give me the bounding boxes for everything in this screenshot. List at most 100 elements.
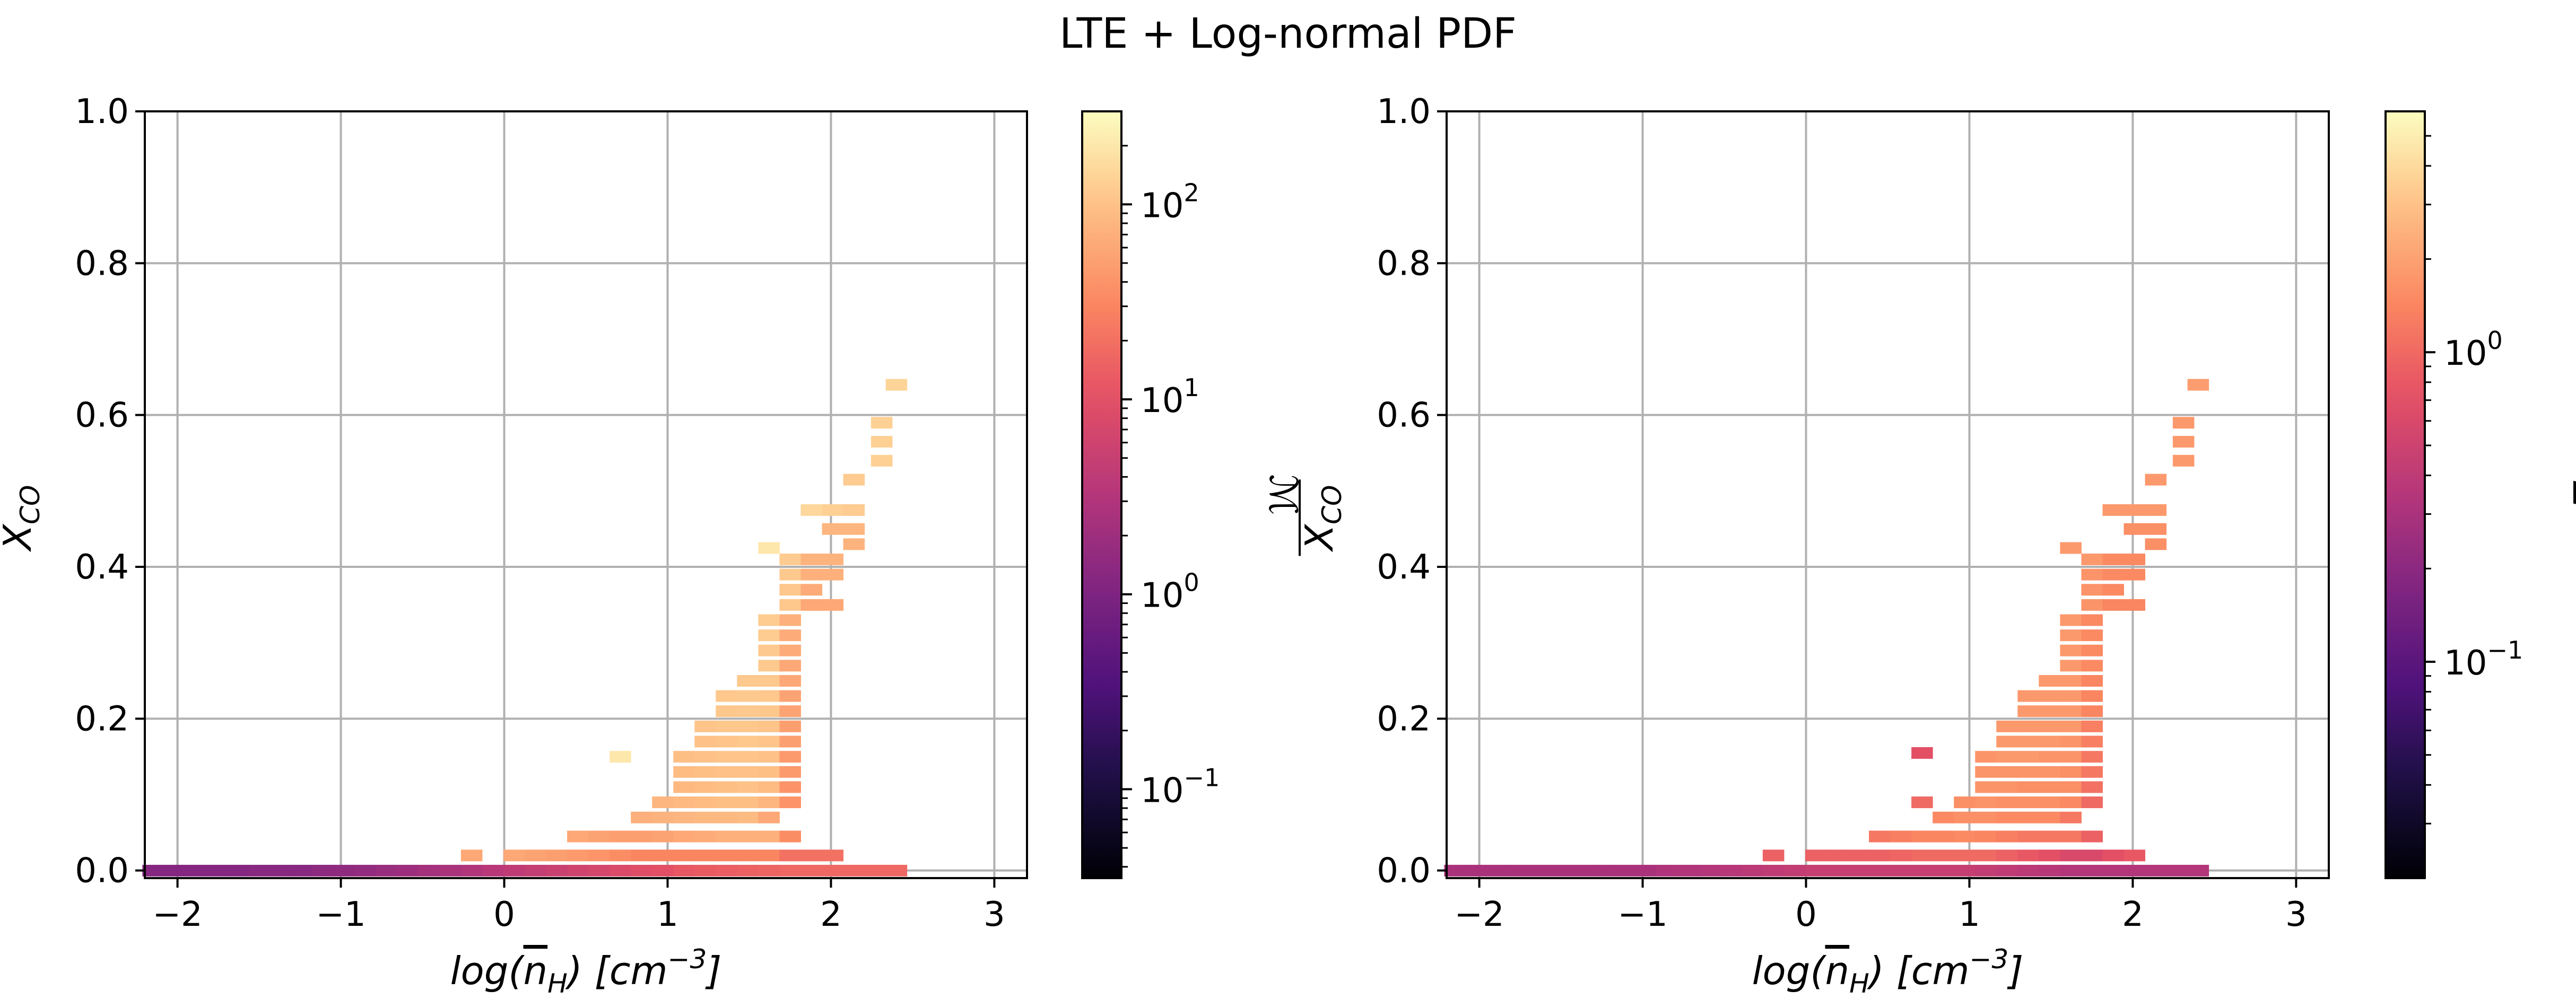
heatmap-cell (2060, 705, 2082, 717)
heatmap-cell (716, 720, 737, 732)
heatmap-cell (2081, 629, 2103, 642)
heatmap-cell (843, 864, 865, 877)
x-tick-label: −2 (152, 895, 202, 934)
heatmap-cell (2060, 720, 2082, 732)
heatmap-cell (737, 849, 759, 862)
plot-area (145, 111, 1027, 878)
heatmap-cell (1465, 864, 1487, 877)
heatmap-cell (694, 766, 716, 778)
heatmap-cell (2172, 454, 2195, 467)
heatmap-cell (2060, 690, 2082, 702)
heatmap-cell (2172, 436, 2195, 448)
heatmap-cell (1741, 864, 1763, 877)
colorbar-gradient (1081, 110, 1122, 879)
heatmap-cell (1911, 864, 1933, 877)
heatmap-cell (1975, 830, 1997, 843)
heatmap-cell (2124, 568, 2146, 581)
axes-frame (144, 110, 1028, 879)
heatmap-cell (758, 796, 780, 809)
heatmap-cell (2017, 735, 2039, 748)
heatmap-cell (2017, 796, 2039, 809)
x-tick-label: 3 (2285, 895, 2307, 934)
heatmap-cell (2124, 504, 2146, 516)
heatmap-cell (142, 864, 164, 877)
colorbar-label: Z (2564, 480, 2576, 509)
heatmap-cell (779, 599, 801, 611)
heatmap-cell (2017, 751, 2039, 763)
heatmap-cell (567, 849, 589, 862)
heatmap-cell (631, 849, 652, 862)
colorbar-tick-label: 10−1 (2444, 636, 2523, 683)
heatmap-cell (2102, 864, 2125, 877)
heatmap-cell (2060, 766, 2082, 778)
heatmap-cell (779, 675, 801, 687)
heatmap-cell (1954, 830, 1975, 843)
heatmap-cell (2172, 417, 2195, 429)
heatmap-cell (673, 849, 695, 862)
heatmap-cell (1975, 751, 1997, 763)
heatmap-cell (2124, 599, 2146, 611)
y-tick-label: 0.0 (1377, 852, 1431, 891)
axes-frame (1446, 110, 2330, 879)
colorbar-tick-label: 101 (1141, 373, 1199, 420)
heatmap-cell (2039, 849, 2060, 862)
heatmap-cell (716, 751, 737, 763)
heatmap-cell (269, 864, 292, 877)
heatmap-cell (1635, 864, 1657, 877)
x-tick-label: 1 (657, 895, 678, 934)
heatmap-cell (2081, 796, 2103, 809)
heatmap-cell (1677, 864, 1700, 877)
heatmap-cell (673, 811, 695, 823)
heatmap-cell (1699, 864, 1721, 877)
x-tick-label: 2 (820, 895, 842, 934)
y-tick-label: 0.8 (1377, 244, 1431, 283)
heatmap-cell (758, 864, 780, 877)
heatmap-cell (871, 417, 893, 429)
heatmap-cell (822, 849, 844, 862)
x-tick-label: 1 (1959, 895, 1980, 934)
heatmap-cell (460, 849, 483, 862)
heatmap-cell (2145, 504, 2167, 516)
heatmap-cell (779, 735, 801, 748)
heatmap-cell (2017, 705, 2039, 717)
heatmap-cell (1911, 747, 1933, 759)
heatmap-cell (546, 864, 568, 877)
heatmap-cell (2017, 864, 2039, 877)
heatmap-cell (588, 849, 610, 862)
heatmap-cell (694, 751, 716, 763)
heatmap-cell (1805, 849, 1827, 862)
heatmap-cell (779, 584, 801, 596)
heatmap-cell (2039, 811, 2060, 823)
heatmap-cell (1890, 849, 1912, 862)
heatmap-cell (779, 766, 801, 778)
heatmap-cell (758, 660, 780, 672)
heatmap-cell (2017, 781, 2039, 793)
panel-2: −2 −1 0 1 2 3 0.0 0.2 0.4 0.6 0.8 1.0 log(nH) [cm−3]… (1297, 92, 2576, 999)
heatmap-cell (758, 849, 780, 862)
heatmap-cell (2039, 735, 2060, 748)
heatmap-cell (2060, 751, 2082, 763)
heatmap-cell (779, 629, 801, 642)
heatmap-cell (779, 614, 801, 626)
heatmap-cell (2060, 629, 2082, 642)
heatmap-cell (185, 864, 206, 877)
heatmap-cell (397, 864, 419, 877)
heatmap-cell (2039, 864, 2060, 877)
heatmap-cell (1975, 849, 1997, 862)
heatmap-cell (1848, 864, 1869, 877)
heatmap-cell (333, 864, 355, 877)
heatmap-cell (737, 720, 759, 732)
heatmap-cell (1592, 864, 1615, 877)
heatmap-cell (758, 705, 780, 717)
heatmap-cell (2017, 849, 2039, 862)
heatmap-cell (1762, 849, 1785, 862)
heatmap-cell (525, 849, 546, 862)
x-axis-label: log(nH) [cm−3] (450, 944, 722, 999)
heatmap-cell (737, 796, 759, 809)
x-tick-label: −1 (316, 895, 365, 934)
heatmap-cell (673, 766, 695, 778)
heatmap-cell (2145, 523, 2167, 535)
heatmap-cell (2102, 504, 2125, 516)
heatmap-cell (631, 864, 652, 877)
heatmap-cell (2081, 720, 2103, 732)
